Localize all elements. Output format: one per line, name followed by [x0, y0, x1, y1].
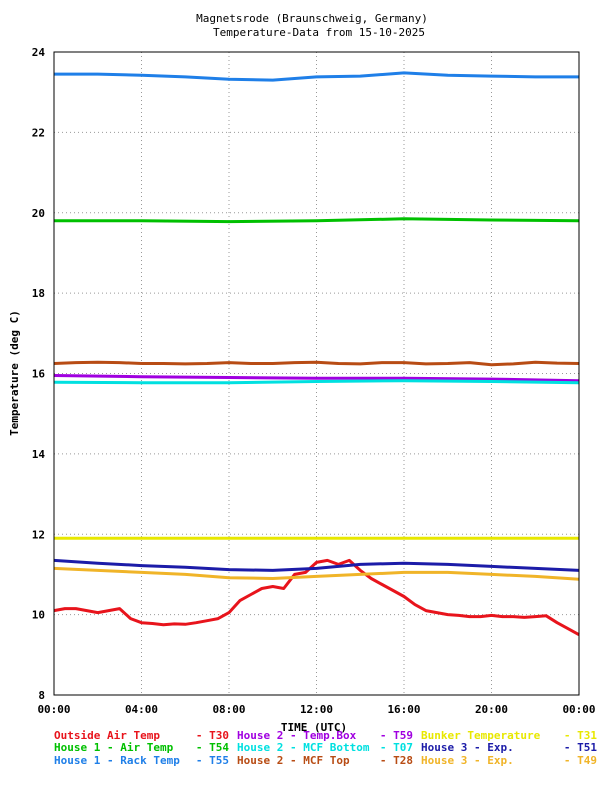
- x-tick-label: 00:00: [562, 703, 595, 716]
- legend-entry-t31: Bunker Temperature: [421, 729, 541, 742]
- legend-code-t59: - T59: [380, 729, 413, 742]
- y-tick-label: 20: [32, 207, 45, 220]
- y-axis-label: Temperature (deg C): [8, 310, 21, 436]
- plot-frame: [53, 51, 580, 696]
- legend-entry-t54: House 1 - Air Temp: [54, 741, 174, 754]
- x-tick-label: 00:00: [37, 703, 70, 716]
- x-axis-label: TIME (UTC): [281, 721, 347, 734]
- legend-code-t30: - T30: [196, 729, 229, 742]
- series-line-t28: [53, 360, 580, 367]
- y-tick-label: 18: [32, 287, 45, 300]
- x-tick-label: 12:00: [300, 703, 333, 716]
- legend-entry-t30: Outside Air Temp: [54, 729, 160, 742]
- legend-code-t51: - T51: [564, 741, 597, 754]
- grid: [54, 52, 579, 695]
- series-line-t54: [54, 217, 580, 224]
- x-tick-label: 20:00: [475, 703, 508, 716]
- chart-title: Magnetsrode (Braunschweig, Germany): [196, 12, 428, 25]
- legend-entry-t55: House 1 - Rack Temp: [54, 754, 180, 767]
- y-tick-label: 24: [32, 46, 46, 59]
- series-line-t49: [53, 566, 580, 581]
- x-tick-label: 16:00: [387, 703, 420, 716]
- series-line-t07: [53, 379, 580, 385]
- y-tick-label: 10: [32, 609, 45, 622]
- x-tick-label: 04:00: [125, 703, 158, 716]
- series-line-t51: [53, 558, 580, 572]
- legend-code-t31: - T31: [564, 729, 597, 742]
- chart-subtitle: Temperature-Data from 15-10-2025: [213, 26, 425, 39]
- y-tick-label: 14: [32, 448, 46, 461]
- legend-code-t54: - T54: [196, 741, 229, 754]
- legend-entry-t59: House 2 - Temp.Box: [237, 729, 357, 742]
- x-tick-labels: 00:00 04:00 08:00 12:00 16:00 20:00 00:00: [37, 703, 595, 716]
- legend-entry-t49: House 3 - Exp.: [421, 754, 514, 767]
- series-line-t59: [53, 374, 580, 383]
- series-lines: [53, 71, 580, 637]
- y-tick-label: 22: [32, 126, 45, 139]
- legend-entry-t07: House 2 - MCF Bottom: [237, 741, 370, 754]
- x-tick-label: 08:00: [212, 703, 245, 716]
- y-tick-labels: 8 10 12 14 16 18 20 22 24: [32, 46, 46, 702]
- legend-code-t07: - T07: [380, 741, 413, 754]
- y-tick-label: 8: [38, 689, 45, 702]
- series-line-t55: [54, 71, 579, 82]
- y-tick-label: 16: [32, 368, 46, 381]
- legend-entry-t28: House 2 - MCF Top: [237, 754, 350, 767]
- legend-entry-t51: House 3 - Exp.: [421, 741, 514, 754]
- legend-code-t49: - T49: [564, 754, 597, 767]
- legend-code-t28: - T28: [380, 754, 413, 767]
- legend: Outside Air Temp - T30 House 2 - Temp.Box -…: [54, 729, 597, 767]
- y-tick-label: 12: [32, 528, 45, 541]
- legend-code-t55: - T55: [196, 754, 229, 767]
- series-line-t30: [53, 558, 580, 637]
